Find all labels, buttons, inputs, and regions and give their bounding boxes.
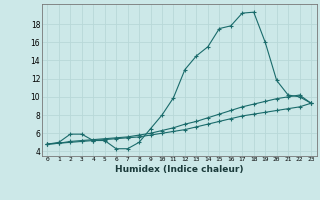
X-axis label: Humidex (Indice chaleur): Humidex (Indice chaleur) xyxy=(115,165,244,174)
